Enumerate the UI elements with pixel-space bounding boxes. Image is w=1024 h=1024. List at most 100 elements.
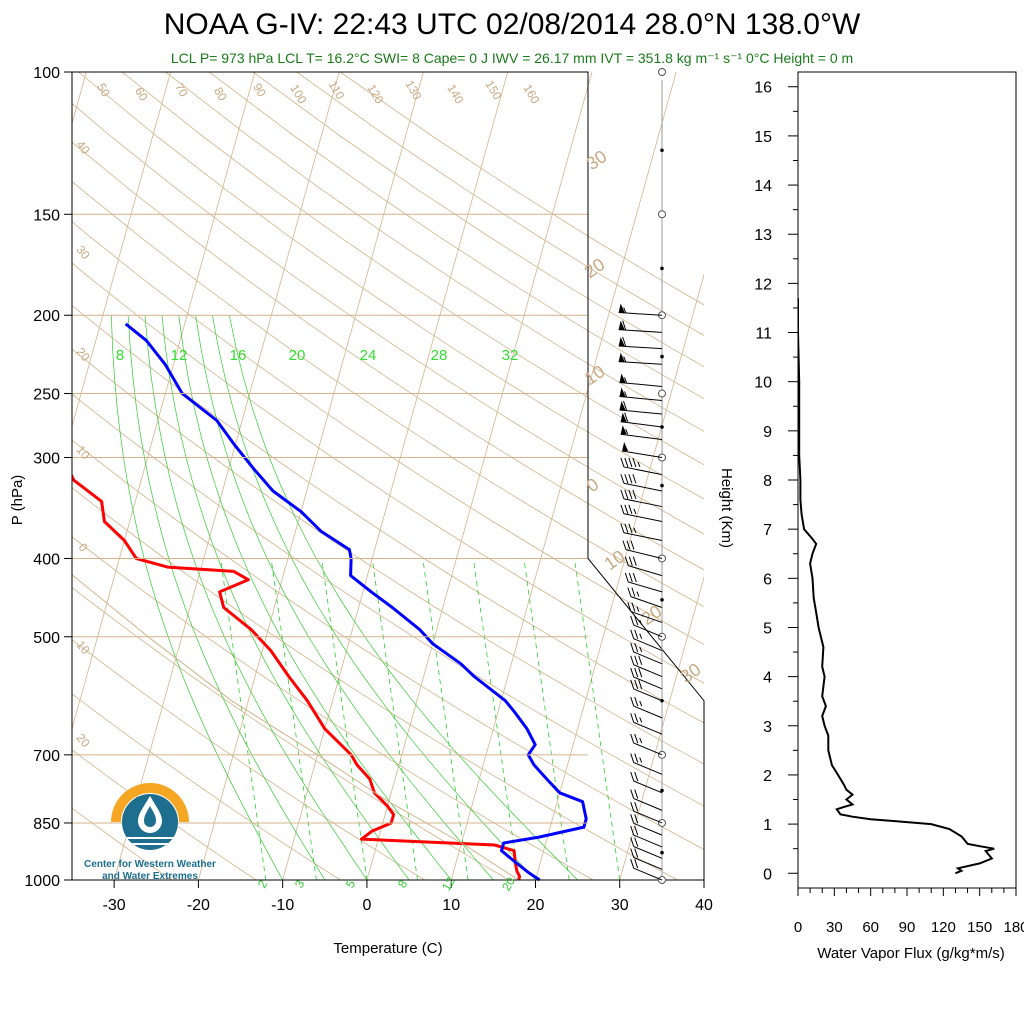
wind-barb (630, 848, 663, 870)
wind-barb-full (634, 696, 639, 707)
wind-barb-staff (633, 798, 663, 811)
wind-barb-half (639, 717, 643, 723)
wind-barb (624, 556, 663, 577)
wind-barb (630, 814, 663, 836)
wind-barb-staff (633, 705, 663, 719)
wind-barb-half (639, 757, 643, 763)
wind-barb-full (624, 572, 629, 583)
x-tick-label: 30 (611, 897, 629, 914)
isotherm-label: 30 (73, 243, 93, 262)
wind-barb-full (630, 696, 635, 707)
wind-barb-full (622, 320, 627, 330)
moist-adiabat-line (228, 315, 578, 881)
mixing-ratio-label: 5 (343, 877, 359, 890)
mixing-ratio-line (422, 558, 469, 881)
wind-barb-full (624, 523, 629, 533)
wind-barb-full (634, 825, 639, 836)
adiabat-label: 120 (364, 82, 386, 107)
y-axis-label: P (hPa) (9, 475, 26, 526)
isotherm-label: 10 (581, 361, 609, 389)
wind-barb-flag (618, 352, 625, 362)
wind-barb-flag (622, 442, 629, 452)
wind-barb-half (636, 591, 640, 597)
flux-y-tick-label: 8 (763, 473, 772, 490)
y-tick-label: 300 (33, 451, 60, 468)
wind-barb-half (639, 737, 643, 744)
x-tick-label: -30 (103, 897, 126, 914)
dry-adiabat-line (72, 487, 678, 881)
wind-barb-full (628, 572, 633, 583)
logo-text-line2: and Water Extremes (102, 871, 198, 882)
flux-x-tick-label: 60 (862, 919, 879, 936)
x-tick-label: 40 (695, 897, 713, 914)
wind-barb-full (622, 336, 627, 347)
wind-barb-staff (633, 822, 663, 836)
mixing-ratio-label: 2 (255, 877, 271, 890)
wind-barb (630, 825, 663, 848)
moist-adiabat-line (178, 315, 452, 881)
isotherm-label: 40 (73, 138, 93, 157)
wind-barb-staff (620, 421, 663, 428)
wind-mast-dot (660, 148, 664, 153)
flux-x-axis-label: Water Vapor Flux (g/kg*m/s) (817, 945, 1005, 962)
mixing-ratio-line (523, 558, 570, 881)
wind-barb-full (634, 642, 639, 653)
x-tick-label: -10 (271, 897, 294, 914)
flux-plot: 0123456789101112131415160306090120150180… (718, 71, 1024, 962)
adiabat-label: 70 (172, 81, 191, 100)
flux-y-tick-label: 14 (754, 178, 772, 195)
wind-barb-full (628, 474, 633, 484)
wind-barb-full (627, 587, 632, 597)
wind-barb-full (630, 859, 635, 869)
wind-barb (630, 859, 663, 881)
dry-adiabat-line (209, 72, 704, 400)
wind-barb-staff (633, 664, 663, 677)
wind-barb-full (624, 457, 629, 468)
wind-barb-full (624, 412, 629, 422)
wind-barb-flag (619, 373, 626, 383)
wind-barb (630, 655, 663, 677)
wind-barb-full (634, 771, 639, 782)
dry-adiabat-line (72, 262, 704, 684)
wind-barb-staff (625, 549, 663, 559)
mixing-ratio-label: 24 (360, 347, 377, 364)
wind-barb-full (630, 848, 635, 858)
wind-barb-full (630, 679, 635, 690)
wind-mast-circle (658, 68, 666, 76)
wind-barb-full (634, 848, 639, 858)
adiabat-label: 80 (211, 85, 230, 104)
flux-y-tick-label: 4 (763, 670, 772, 687)
wind-barb-full (630, 771, 635, 782)
chart-title: NOAA G-IV: 22:43 UTC 02/08/2014 28.0°N 1… (163, 8, 861, 41)
wind-barb (619, 400, 663, 415)
wind-barb-flag (620, 425, 627, 435)
wind-mast-dot (660, 850, 664, 855)
x-axis-label: Temperature (C) (333, 940, 442, 957)
wind-mast-circle (658, 210, 666, 219)
y-tick-label: 200 (33, 308, 60, 325)
flux-x-tick-label: 0 (794, 919, 802, 936)
wind-barb-full (630, 540, 635, 550)
wind-barb (620, 523, 663, 541)
wind-barb-staff (633, 638, 663, 651)
wind-barb (624, 572, 663, 593)
mixing-ratio-line (270, 558, 317, 881)
dry-adiabat-line (296, 72, 704, 336)
wind-barb-staff (630, 611, 663, 623)
wind-barb-full (623, 400, 627, 411)
wind-barb-staff (633, 857, 663, 870)
y-tick-label: 250 (33, 387, 60, 404)
wind-barb (620, 425, 663, 441)
wind-barb (620, 457, 663, 476)
adiabat-label: 130 (402, 78, 424, 103)
wind-barb-full (622, 540, 627, 550)
adiabat-label: 90 (250, 81, 269, 100)
wind-barb-full (630, 655, 635, 665)
y-tick-label: 500 (33, 630, 60, 647)
wind-barb-full (630, 825, 635, 836)
dry-adiabat-line (165, 72, 704, 432)
wind-barb (630, 667, 663, 690)
wind-barb-half (636, 606, 640, 612)
wind-barb-full (638, 655, 643, 665)
wind-barb-staff (618, 312, 663, 316)
